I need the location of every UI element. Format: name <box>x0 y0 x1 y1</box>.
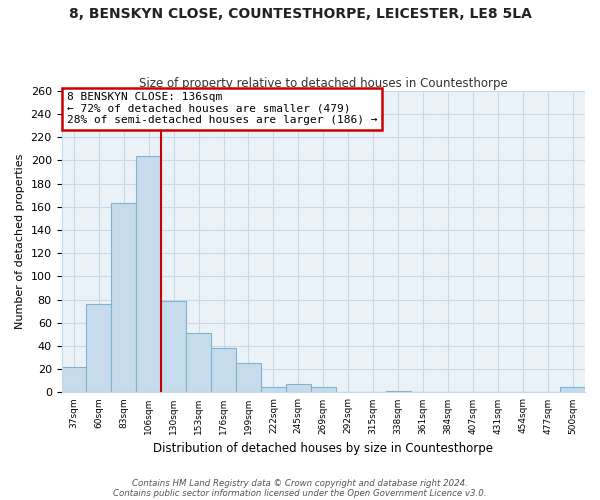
Bar <box>261 386 286 392</box>
Text: Contains HM Land Registry data © Crown copyright and database right 2024.: Contains HM Land Registry data © Crown c… <box>132 478 468 488</box>
Bar <box>62 367 86 392</box>
Bar <box>286 384 311 392</box>
Text: Contains public sector information licensed under the Open Government Licence v3: Contains public sector information licen… <box>113 488 487 498</box>
Bar <box>161 300 186 392</box>
Bar <box>560 386 585 392</box>
X-axis label: Distribution of detached houses by size in Countesthorpe: Distribution of detached houses by size … <box>153 442 493 455</box>
Text: 8, BENSKYN CLOSE, COUNTESTHORPE, LEICESTER, LE8 5LA: 8, BENSKYN CLOSE, COUNTESTHORPE, LEICEST… <box>68 8 532 22</box>
Y-axis label: Number of detached properties: Number of detached properties <box>15 154 25 329</box>
Bar <box>186 333 211 392</box>
Title: Size of property relative to detached houses in Countesthorpe: Size of property relative to detached ho… <box>139 76 508 90</box>
Bar <box>311 386 336 392</box>
Bar <box>112 203 136 392</box>
Bar <box>236 364 261 392</box>
Bar <box>211 348 236 393</box>
Text: 8 BENSKYN CLOSE: 136sqm
← 72% of detached houses are smaller (479)
28% of semi-d: 8 BENSKYN CLOSE: 136sqm ← 72% of detache… <box>67 92 377 126</box>
Bar <box>86 304 112 392</box>
Bar <box>136 156 161 392</box>
